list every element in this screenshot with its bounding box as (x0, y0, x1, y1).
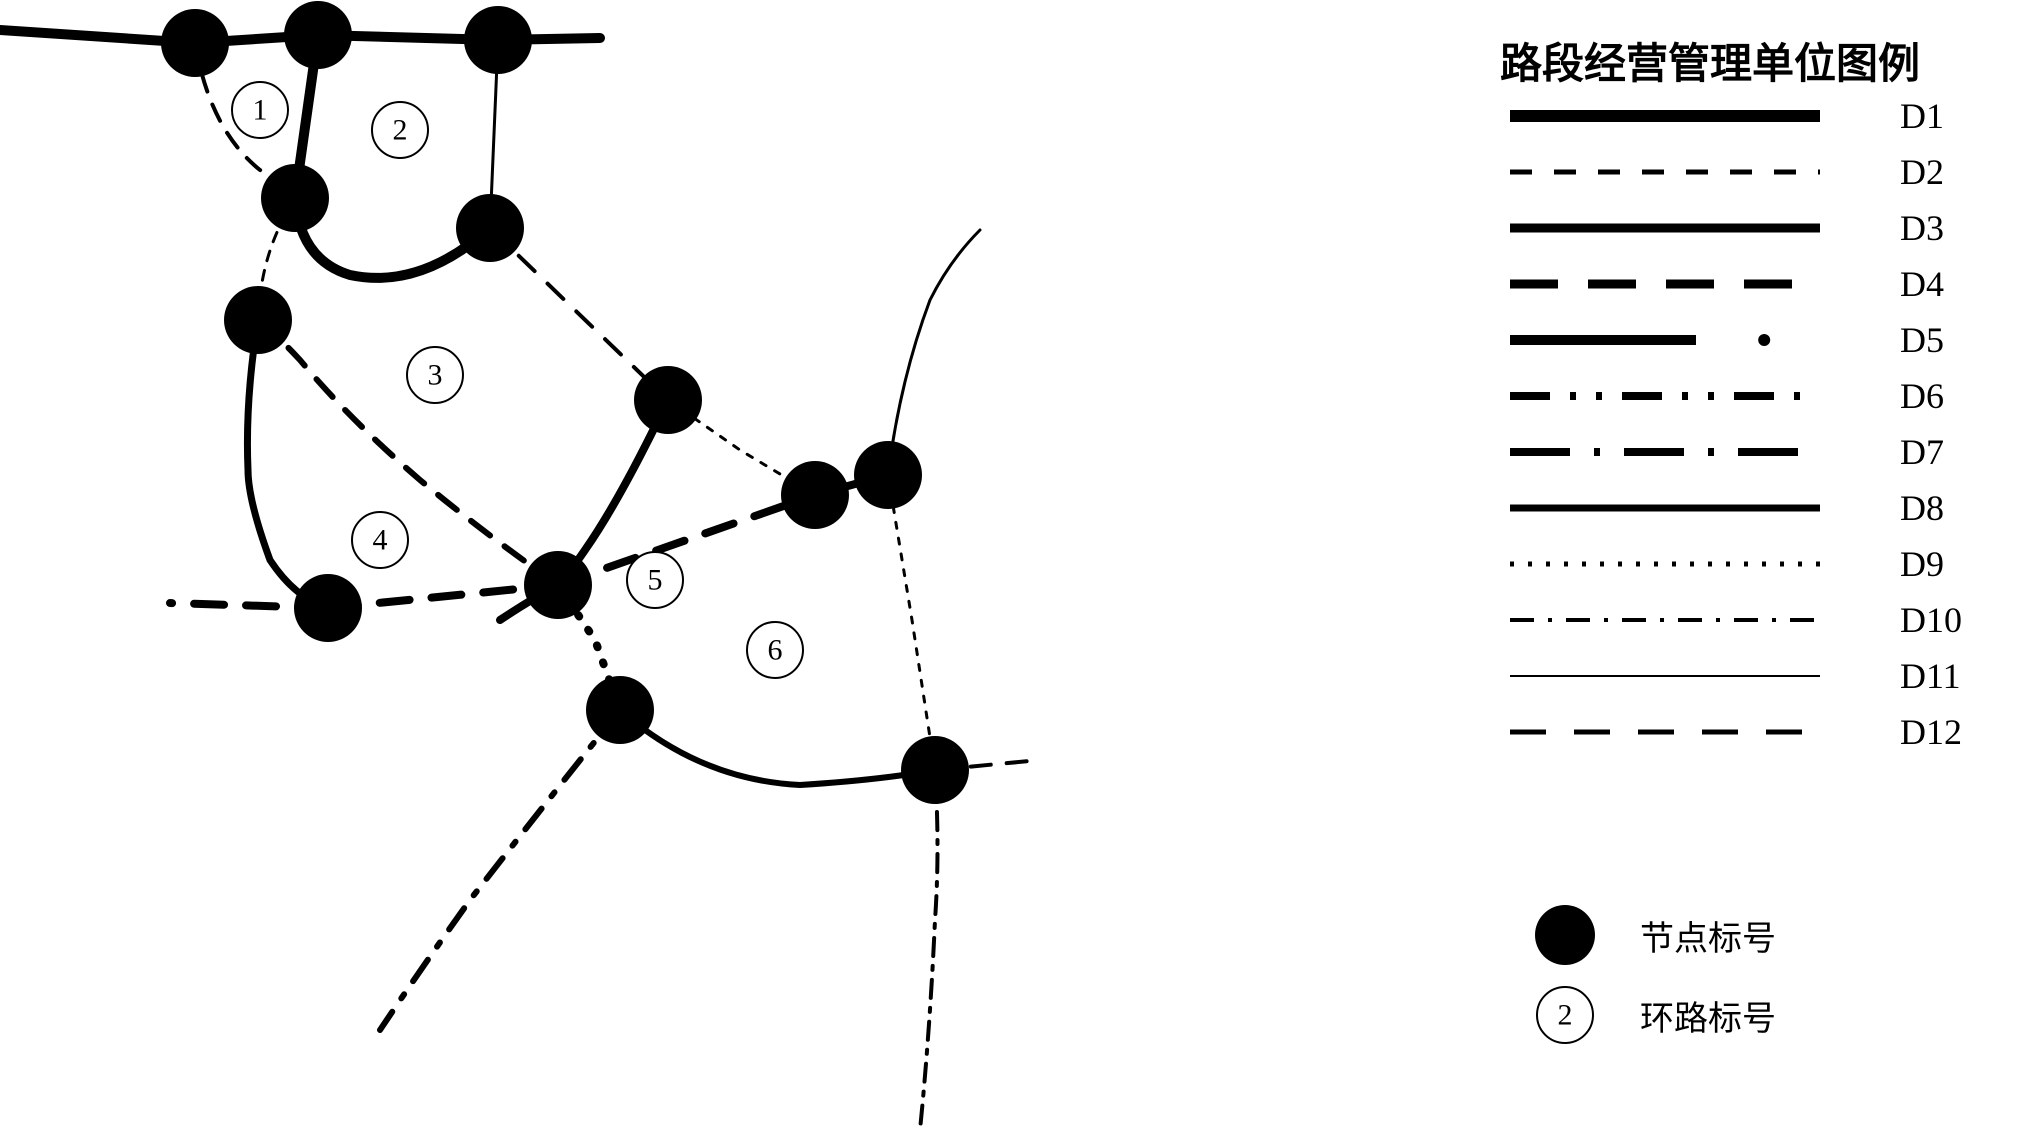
node-marker (524, 551, 592, 619)
edge (490, 228, 668, 400)
legend-row: D1 (1510, 95, 1944, 137)
legend-label: D12 (1900, 711, 1962, 753)
legend-row: D2 (1510, 151, 1944, 193)
legend-label: D9 (1900, 543, 1944, 585)
legend-row: D6 (1510, 375, 1944, 417)
loop-symbol: 2 (1530, 980, 1600, 1050)
edge (620, 710, 935, 785)
legend-label: D11 (1900, 655, 1961, 697)
legend-label: D8 (1900, 487, 1944, 529)
node-marker (261, 164, 329, 232)
node-marker (284, 1, 352, 69)
node-marker (161, 9, 229, 77)
legend-label: D10 (1900, 599, 1962, 641)
legend-label: D4 (1900, 263, 1944, 305)
legend-label: D6 (1900, 375, 1944, 417)
legend-row: D8 (1510, 487, 1944, 529)
edge (888, 230, 980, 475)
legend-line-sample (1510, 269, 1820, 299)
node-marker (464, 6, 532, 74)
loop-label: 2 (393, 114, 408, 147)
legend-line-sample (1510, 213, 1820, 243)
legend-line-sample (1510, 549, 1820, 579)
legend-line-sample (1510, 661, 1820, 691)
loop-label: 4 (373, 524, 388, 557)
legend-line-sample (1510, 605, 1820, 635)
marker-legend-label: 环路标号 (1640, 991, 1776, 1040)
network-diagram: 1 2 3 4 5 6 (0, 0, 1080, 1147)
node-marker (224, 286, 292, 354)
legend-line-sample (1510, 717, 1820, 747)
node-marker (586, 676, 654, 744)
node-marker (901, 736, 969, 804)
marker-legend-label: 节点标号 (1640, 911, 1776, 960)
loop-label: 5 (648, 564, 663, 597)
legend-row: D11 (1510, 655, 1961, 697)
legend-label: D1 (1900, 95, 1944, 137)
edge (247, 320, 328, 608)
legend-row: D7 (1510, 431, 1944, 473)
edge (380, 710, 620, 1030)
diagram-canvas: 1 2 3 4 5 6 路段经营管理单位图例 D1 D2 D3 D4 D5 D6 D7 D8 D9 D10 D… (0, 0, 2028, 1147)
node-marker (781, 461, 849, 529)
loop-label: 1 (253, 94, 268, 127)
legend-line-sample (1510, 437, 1820, 467)
legend-label: D2 (1900, 151, 1944, 193)
legend-row: D4 (1510, 263, 1944, 305)
node-symbol (1530, 900, 1600, 970)
legend-line-sample (1510, 325, 1820, 355)
legend-row: D12 (1510, 711, 1962, 753)
edge (888, 475, 935, 770)
legend-row: D9 (1510, 543, 1944, 585)
legend-line-sample (1510, 493, 1820, 523)
legend-line-sample (1510, 381, 1820, 411)
legend-line-sample (1510, 157, 1820, 187)
node-marker (854, 441, 922, 509)
legend-label: D7 (1900, 431, 1944, 473)
legend-label: D5 (1900, 319, 1944, 361)
legend-label: D3 (1900, 207, 1944, 249)
legend-row: D10 (1510, 599, 1962, 641)
marker-legend-row: 节点标号 (1530, 900, 1776, 970)
marker-legend-row: 2 环路标号 (1530, 980, 1776, 1050)
legend-line-sample (1510, 101, 1820, 131)
node-marker (294, 574, 362, 642)
legend-title: 路段经营管理单位图例 (1500, 30, 1920, 91)
loop-label: 3 (428, 359, 443, 392)
svg-text:2: 2 (1558, 999, 1573, 1032)
legend-row: D3 (1510, 207, 1944, 249)
node-marker (634, 366, 702, 434)
legend-row: D5 (1510, 319, 1944, 361)
loop-label: 6 (768, 634, 783, 667)
node-marker (456, 194, 524, 262)
edge (920, 770, 938, 1130)
